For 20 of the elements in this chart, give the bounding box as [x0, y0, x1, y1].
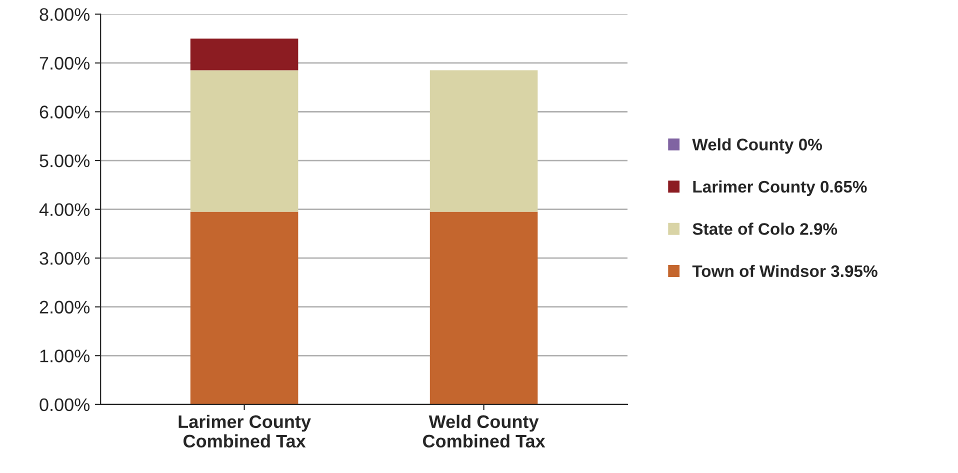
- legend-label: Larimer County 0.65%: [693, 180, 867, 196]
- y-tick-label: 6.00%: [40, 106, 90, 118]
- legend-label: Town of Windsor 3.95%: [692, 264, 878, 278]
- bar: [190, 70, 298, 212]
- bar: [430, 70, 538, 212]
- y-tick-label: 3.00%: [40, 252, 90, 265]
- y-tick-label: 8.00%: [40, 8, 90, 21]
- bar: [190, 38, 298, 70]
- bar: [430, 212, 538, 404]
- legend-label: Weld County 0%: [692, 138, 822, 154]
- legend-label: State of Colo 2.9%: [692, 222, 838, 235]
- y-tick-label: 4.00%: [39, 203, 90, 216]
- y-tick-label: 0.00%: [40, 398, 90, 412]
- bar: [190, 212, 298, 404]
- y-tick-label: 5.00%: [40, 154, 90, 168]
- y-tick-label: 2.00%: [40, 300, 90, 314]
- y-tick-label: 7.00%: [40, 56, 90, 70]
- x-tick-label: Weld County Combined Tax: [423, 414, 546, 448]
- x-tick-label: Larimer County Combined Tax: [178, 414, 311, 448]
- y-tick-label: 1.00%: [40, 350, 90, 362]
